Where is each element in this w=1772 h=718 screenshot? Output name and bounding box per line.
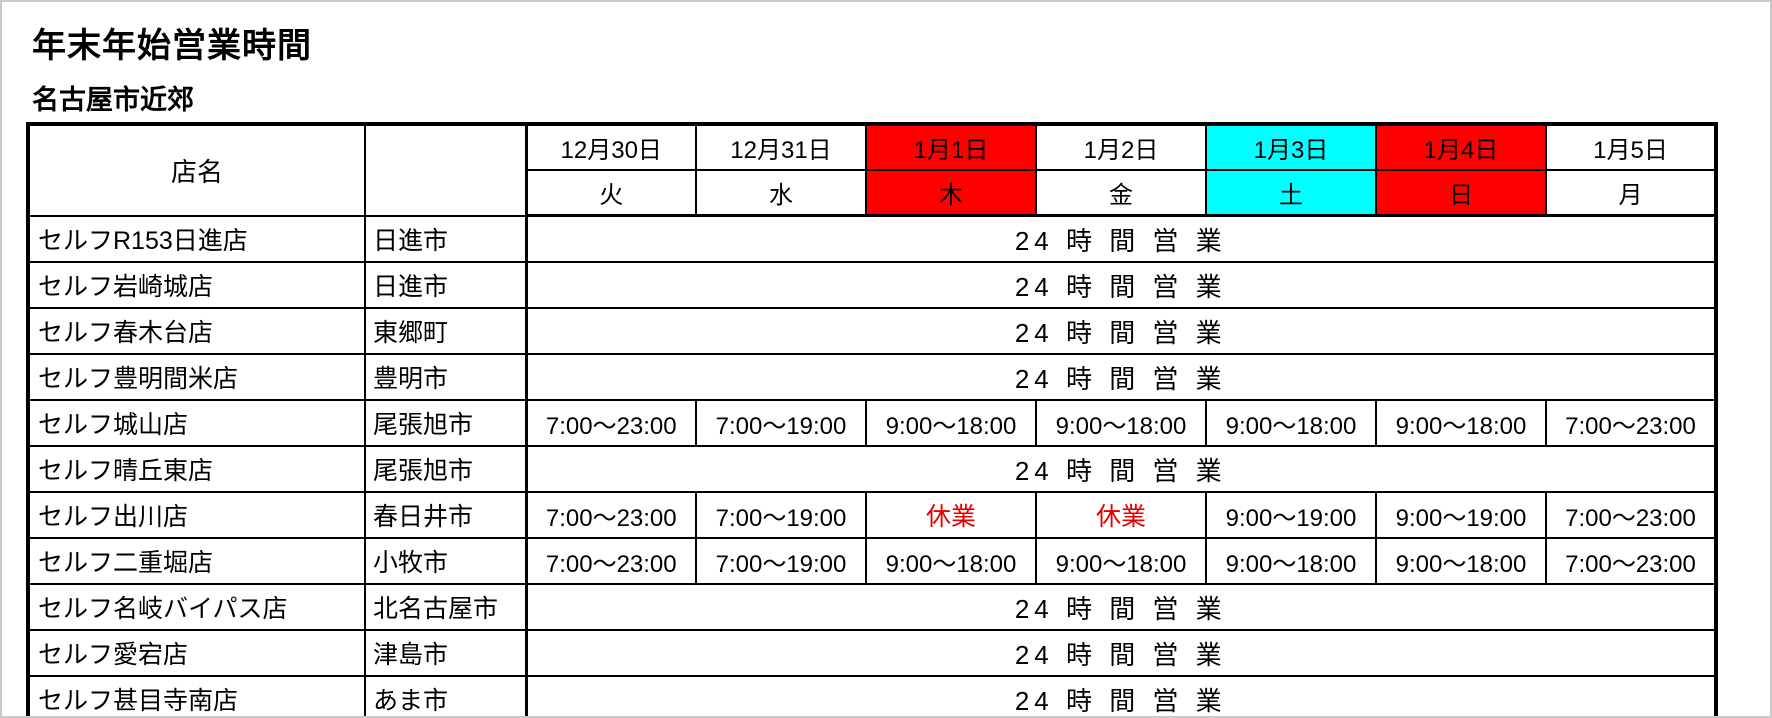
date-header-cell: 1月3日 <box>1205 123 1377 171</box>
all-day-cell: 24 時 間 営 業 <box>525 445 1717 493</box>
store-name-cell: セルフ岩崎城店 <box>27 261 366 309</box>
header-row-dates: 店名 12月30日 12月31日 1月1日 1月2日 1月3日 1月4日 1月5日 <box>27 123 1717 217</box>
table-row: セルフ岩崎城店 日進市 24 時 間 営 業 <box>27 261 1717 309</box>
all-day-cell: 24 時 間 営 業 <box>525 675 1717 716</box>
hours-cell: 7:00～23:00 <box>525 399 697 447</box>
city-cell: 尾張旭市 <box>364 445 528 493</box>
store-name-cell: セルフ甚目寺南店 <box>27 675 366 716</box>
table-row: セルフ城山店 尾張旭市 7:00～23:00 7:00～19:00 9:00～18:00… <box>27 399 1717 447</box>
hours-cell: 9:00～18:00 <box>1375 537 1547 585</box>
city-cell: 尾張旭市 <box>364 399 528 447</box>
table-row: セルフ愛宕店 津島市 24 時 間 営 業 <box>27 629 1717 677</box>
business-hours-table: 店名 12月30日 12月31日 1月1日 1月2日 1月3日 1月4日 1月5日 火水木金… <box>26 122 1718 716</box>
city-cell: 豊明市 <box>364 353 528 401</box>
closed-cell: 休業 <box>1035 491 1207 539</box>
store-name-cell: セルフ晴丘東店 <box>27 445 366 493</box>
hours-cell: 9:00～18:00 <box>1205 537 1377 585</box>
date-header-cell: 1月1日 <box>865 123 1037 171</box>
city-cell: 小牧市 <box>364 537 528 585</box>
store-name-cell: セルフ春木台店 <box>27 307 366 355</box>
city-cell: あま市 <box>364 675 528 716</box>
hours-cell: 9:00～19:00 <box>1205 491 1377 539</box>
hours-cell: 7:00～23:00 <box>1545 491 1717 539</box>
weekday-header-cell: 月 <box>1545 169 1717 217</box>
weekday-header-cell: 火 <box>525 169 697 217</box>
city-cell: 北名古屋市 <box>364 583 528 631</box>
table-row: セルフ豊明間米店 豊明市 24 時 間 営 業 <box>27 353 1717 401</box>
hours-cell: 9:00～18:00 <box>1035 399 1207 447</box>
all-day-cell: 24 時 間 営 業 <box>525 214 1717 263</box>
closed-cell: 休業 <box>865 491 1037 539</box>
table-row: セルフ甚目寺南店 あま市 24 時 間 営 業 <box>27 675 1717 716</box>
store-name-cell: セルフ二重堀店 <box>27 537 366 585</box>
region-subtitle: 名古屋市近郊 <box>32 85 194 115</box>
hours-cell: 9:00～18:00 <box>1205 399 1377 447</box>
weekday-header-cell: 水 <box>695 169 867 217</box>
hours-cell: 7:00～19:00 <box>695 537 867 585</box>
table-row: セルフ出川店 春日井市 7:00～23:00 7:00～19:00 休業 休業 9:00～1… <box>27 491 1717 539</box>
hours-cell: 9:00～18:00 <box>865 399 1037 447</box>
date-header-cell: 12月31日 <box>695 123 867 171</box>
store-name-column-header: 店名 <box>27 123 366 217</box>
hours-cell: 7:00～19:00 <box>695 491 867 539</box>
hours-cell: 7:00～19:00 <box>695 399 867 447</box>
store-name-cell: セルフ名岐バイパス店 <box>27 583 366 631</box>
hours-cell: 7:00～23:00 <box>525 491 697 539</box>
hours-cell: 9:00～18:00 <box>865 537 1037 585</box>
hours-cell: 7:00～23:00 <box>1545 399 1717 447</box>
weekday-header-cell: 木 <box>865 169 1037 217</box>
all-day-cell: 24 時 間 営 業 <box>525 583 1717 631</box>
hours-cell: 9:00～19:00 <box>1375 491 1547 539</box>
city-cell: 春日井市 <box>364 491 528 539</box>
page-title: 年末年始営業時間 <box>32 27 312 65</box>
city-cell: 津島市 <box>364 629 528 677</box>
all-day-cell: 24 時 間 営 業 <box>525 629 1717 677</box>
table-row: セルフ晴丘東店 尾張旭市 24 時 間 営 業 <box>27 445 1717 493</box>
all-day-cell: 24 時 間 営 業 <box>525 307 1717 355</box>
hours-cell: 9:00～18:00 <box>1375 399 1547 447</box>
header-row-weekdays: 火水木金土日月 <box>28 169 1717 217</box>
table-body: セルフR153日進店 日進市 24 時 間 営 業セルフ岩崎城店 日進市 24 時 間 … <box>27 214 1717 716</box>
all-day-cell: 24 時 間 営 業 <box>525 353 1717 401</box>
table-row: セルフ二重堀店 小牧市 7:00～23:00 7:00～19:00 9:00～18:00… <box>27 537 1717 585</box>
all-day-cell: 24 時 間 営 業 <box>525 261 1717 309</box>
weekday-header-cell: 土 <box>1205 169 1377 217</box>
table-row: セルフR153日進店 日進市 24 時 間 営 業 <box>27 214 1717 263</box>
hours-cell: 7:00～23:00 <box>1545 537 1717 585</box>
date-header-cell: 1月5日 <box>1545 123 1717 171</box>
store-name-cell: セルフ愛宕店 <box>27 629 366 677</box>
store-name-cell: セルフ豊明間米店 <box>27 353 366 401</box>
store-name-cell: セルフR153日進店 <box>27 214 366 263</box>
table-row: セルフ名岐バイパス店 北名古屋市 24 時 間 営 業 <box>27 583 1717 631</box>
hours-cell: 9:00～18:00 <box>1035 537 1207 585</box>
city-cell: 日進市 <box>364 261 528 309</box>
weekday-header-cell: 日 <box>1375 169 1547 217</box>
city-cell: 東郷町 <box>364 307 528 355</box>
hours-cell: 7:00～23:00 <box>525 537 697 585</box>
store-name-cell: セルフ出川店 <box>27 491 366 539</box>
date-header-cell: 12月30日 <box>525 123 697 171</box>
city-cell: 日進市 <box>364 214 528 263</box>
table-row: セルフ春木台店 東郷町 24 時 間 営 業 <box>27 307 1717 355</box>
date-header-cell: 1月4日 <box>1375 123 1547 171</box>
store-name-cell: セルフ城山店 <box>27 399 366 447</box>
date-header-cell: 1月2日 <box>1035 123 1207 171</box>
city-column-header <box>364 123 528 217</box>
weekday-header-cell: 金 <box>1035 169 1207 217</box>
